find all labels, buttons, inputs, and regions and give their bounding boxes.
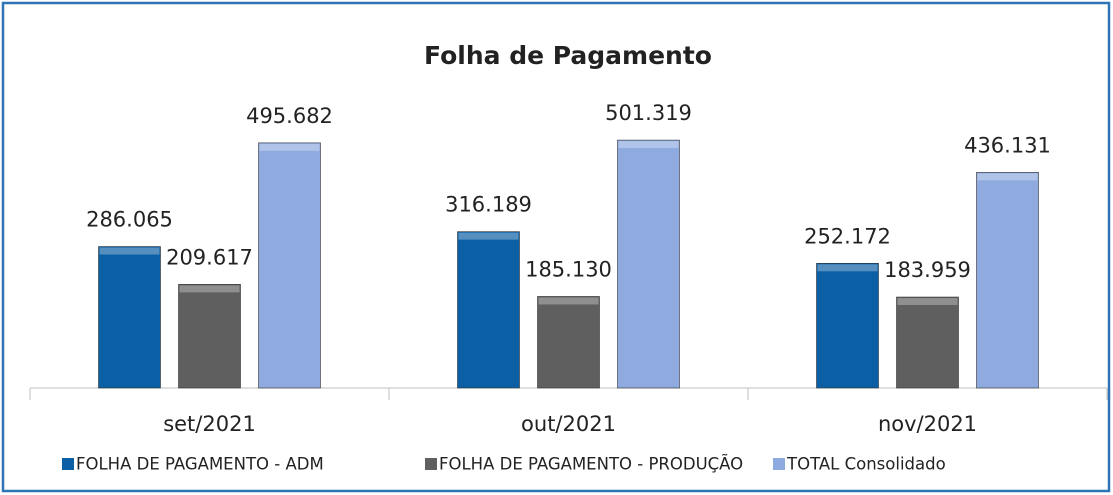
bar-bevel — [458, 232, 519, 240]
data-label: 185.130 — [525, 257, 612, 281]
bar — [976, 172, 1039, 389]
x-tick-label: set/2021 — [163, 412, 256, 436]
bar — [178, 284, 241, 389]
bar-bevel — [538, 297, 599, 305]
bar — [816, 263, 879, 389]
data-label: 501.319 — [605, 101, 692, 125]
bar — [537, 296, 600, 389]
bar-bevel — [618, 141, 679, 149]
legend-label: FOLHA DE PAGAMENTO - PRODUÇÃO — [439, 455, 743, 474]
x-tick-label: out/2021 — [521, 412, 616, 436]
data-label: 252.172 — [804, 224, 891, 248]
bar-bevel — [99, 247, 160, 255]
legend-label: TOTAL Consolidado — [786, 455, 946, 474]
bar-bevel — [977, 173, 1038, 181]
bar — [98, 246, 161, 389]
legend-label: FOLHA DE PAGAMENTO - ADM — [76, 455, 324, 474]
legend-swatch — [425, 458, 437, 470]
legend-swatch — [773, 458, 785, 470]
bar-bevel — [179, 285, 240, 293]
data-label: 436.131 — [964, 133, 1051, 157]
data-label: 209.617 — [166, 245, 253, 269]
bar — [457, 231, 520, 389]
data-label: 495.682 — [246, 104, 333, 128]
data-label: 183.959 — [884, 258, 971, 282]
bar-bevel — [817, 264, 878, 272]
legend-swatch — [62, 458, 74, 470]
bar-bevel — [259, 143, 320, 151]
data-label: 286.065 — [86, 208, 173, 232]
bar — [896, 296, 959, 389]
bar — [617, 139, 680, 389]
x-tick-label: nov/2021 — [878, 412, 977, 436]
bar-bevel — [897, 298, 958, 306]
data-label: 316.189 — [445, 193, 532, 217]
bar — [258, 142, 321, 389]
chart-title: Folha de Pagamento — [424, 41, 712, 70]
